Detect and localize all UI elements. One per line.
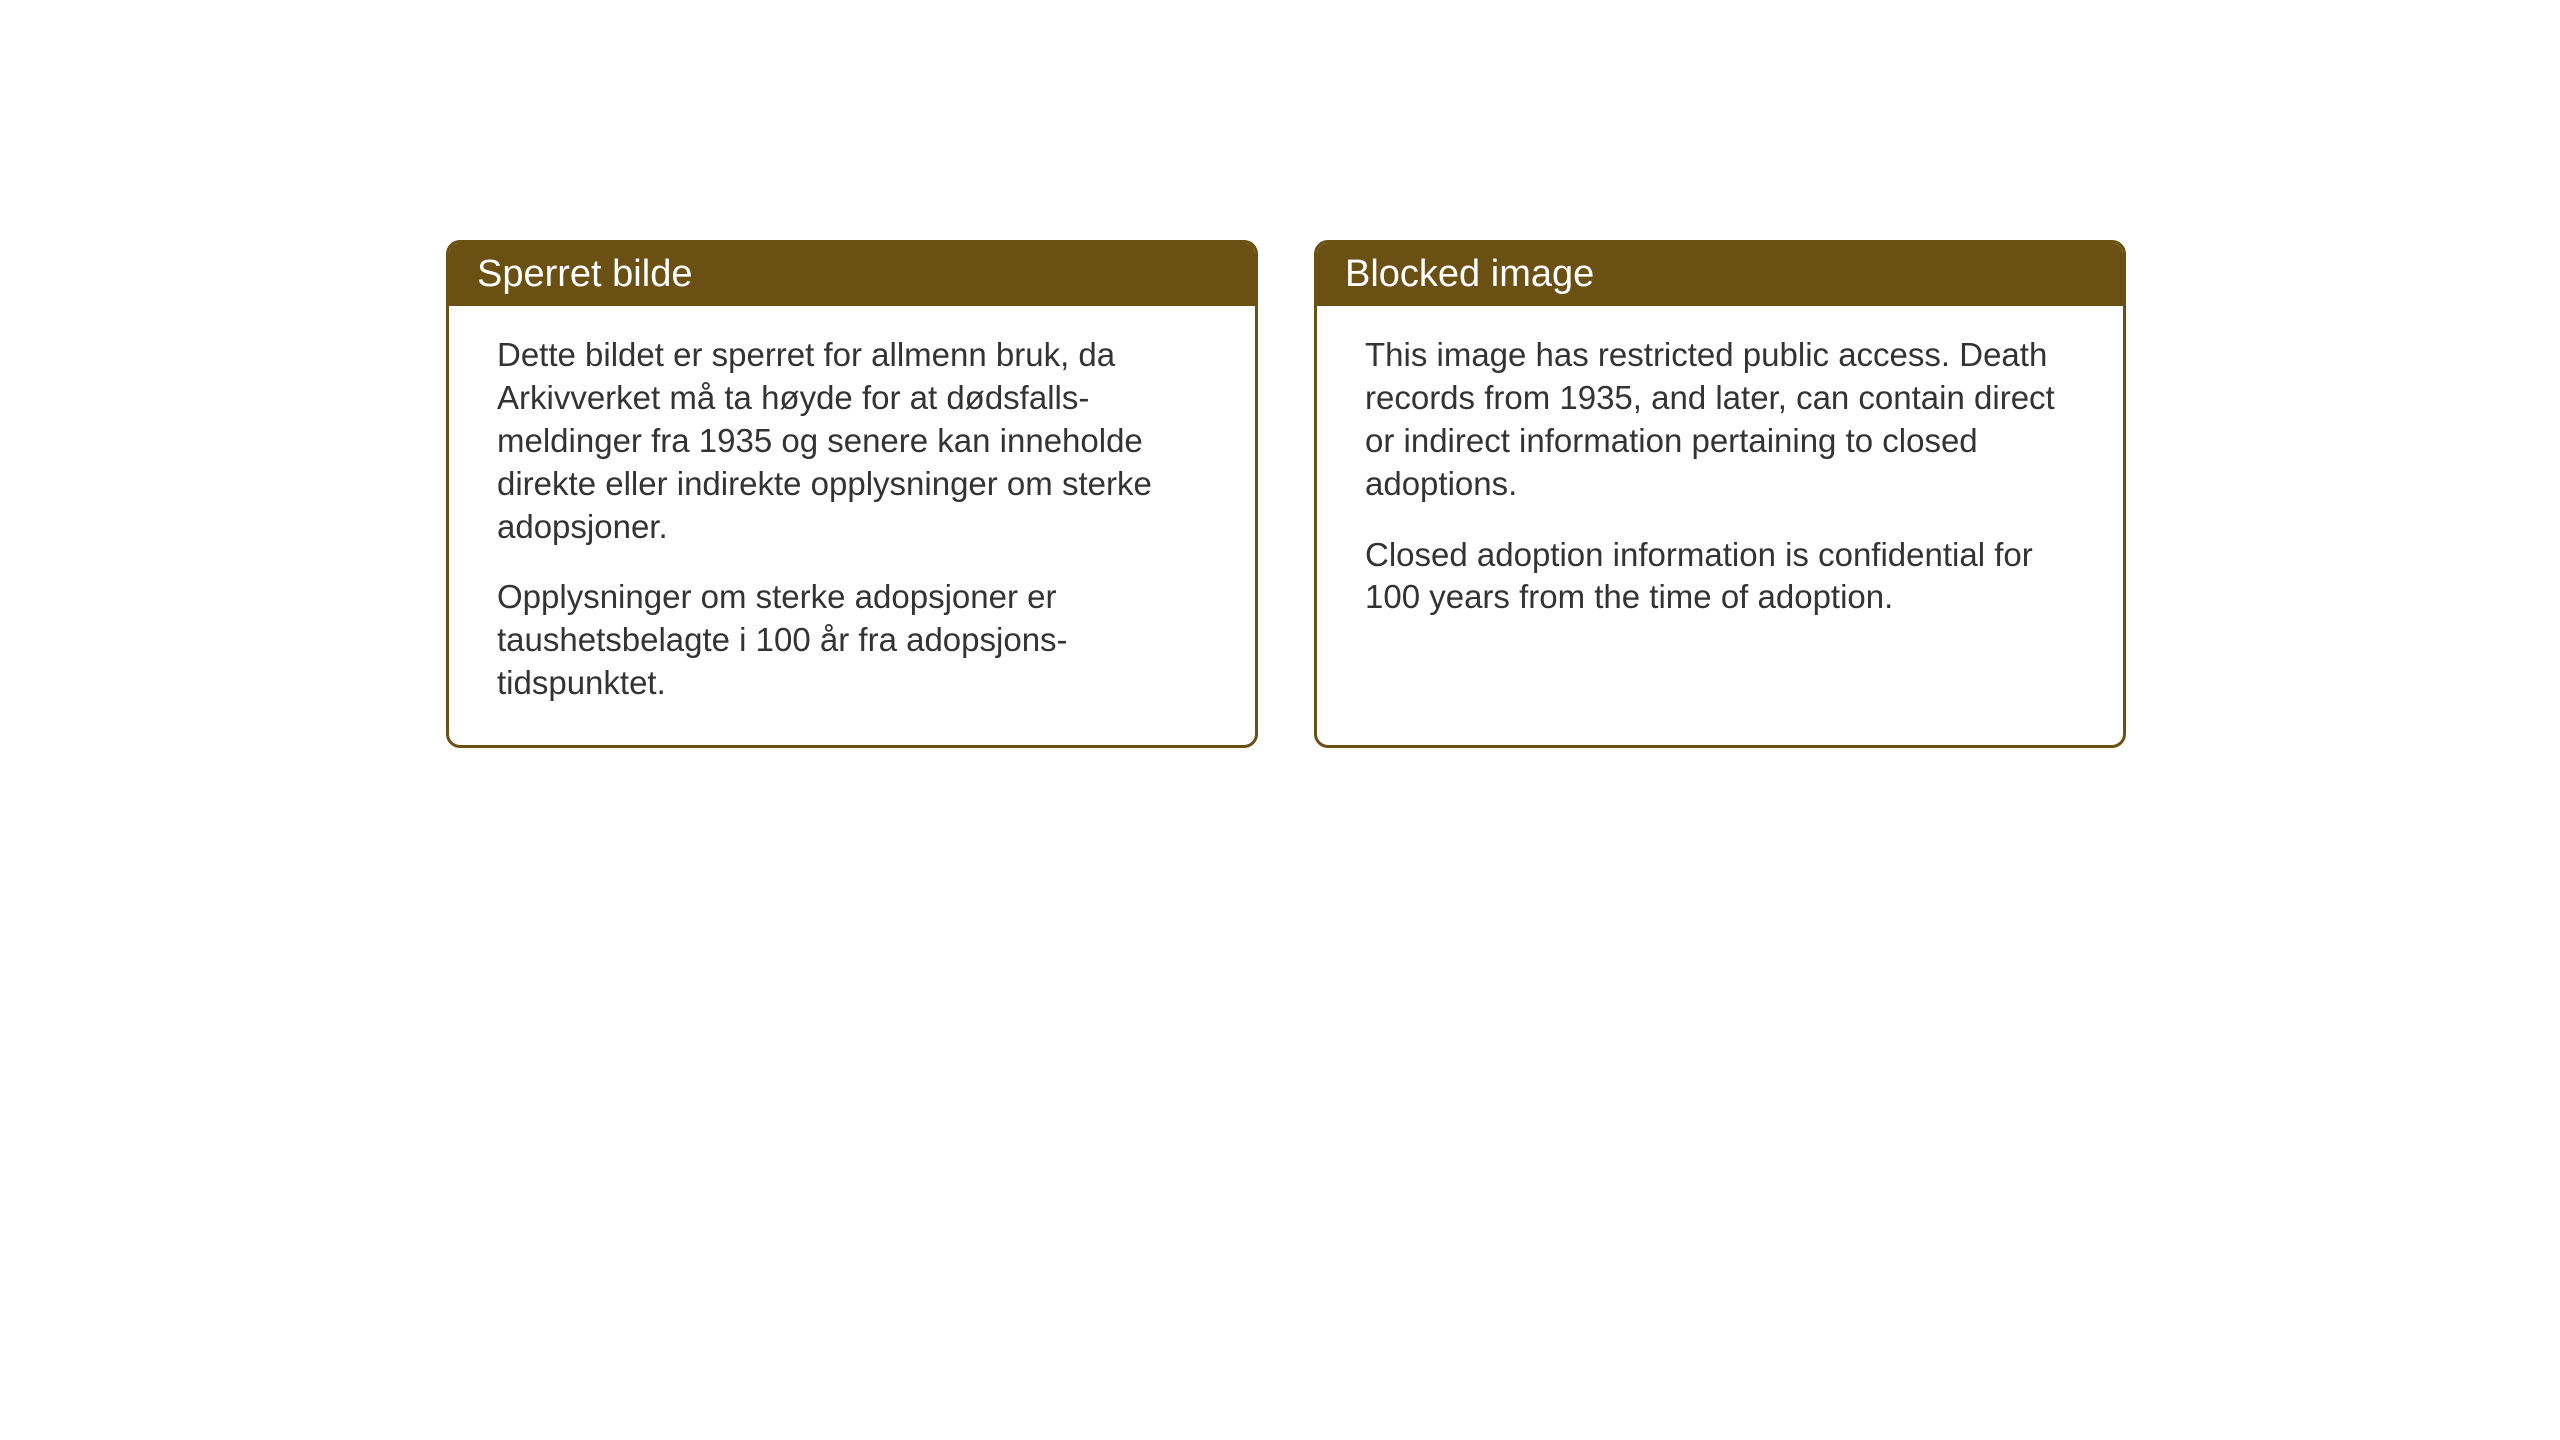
notice-paragraph-2-norwegian: Opplysninger om sterke adopsjoner er tau… xyxy=(497,576,1207,705)
notice-container: Sperret bilde Dette bildet er sperret fo… xyxy=(446,240,2126,748)
notice-header-english: Blocked image xyxy=(1317,243,2123,306)
notice-box-norwegian: Sperret bilde Dette bildet er sperret fo… xyxy=(446,240,1258,748)
notice-body-norwegian: Dette bildet er sperret for allmenn bruk… xyxy=(449,306,1255,745)
notice-paragraph-1-norwegian: Dette bildet er sperret for allmenn bruk… xyxy=(497,334,1207,548)
notice-box-english: Blocked image This image has restricted … xyxy=(1314,240,2126,748)
notice-paragraph-1-english: This image has restricted public access.… xyxy=(1365,334,2075,506)
notice-header-norwegian: Sperret bilde xyxy=(449,243,1255,306)
notice-body-english: This image has restricted public access.… xyxy=(1317,306,2123,659)
notice-paragraph-2-english: Closed adoption information is confident… xyxy=(1365,534,2075,620)
